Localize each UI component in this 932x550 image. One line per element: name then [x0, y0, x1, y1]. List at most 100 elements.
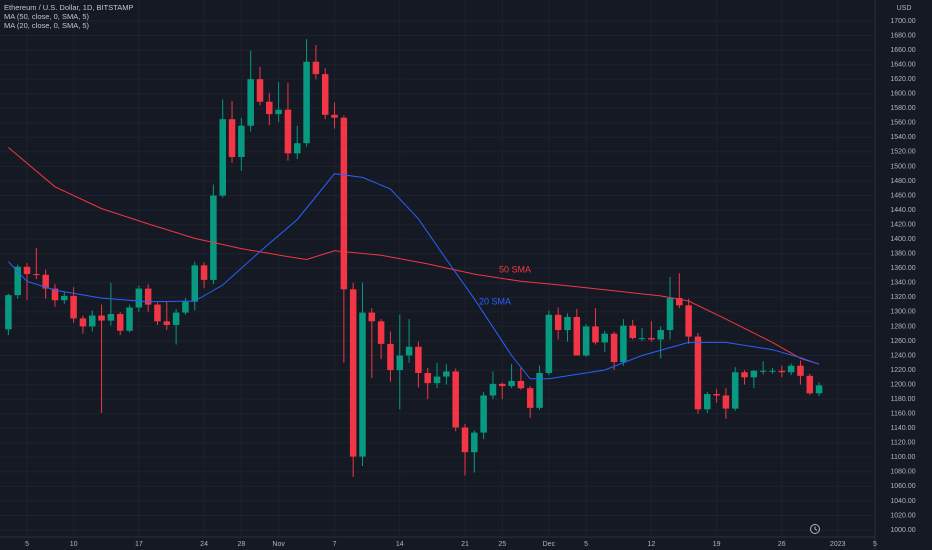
x-tick-label: 5 — [584, 541, 588, 548]
x-tick-label: 5 — [25, 541, 29, 548]
y-tick-label: 1120.00 — [891, 440, 916, 447]
y-tick-label: 1260.00 — [890, 338, 915, 345]
candle-body — [405, 346, 413, 356]
y-tick-label: 1540.00 — [890, 134, 915, 141]
y-tick-label: 1640.00 — [890, 61, 915, 68]
x-tick-label: 14 — [396, 541, 404, 548]
candle-body — [704, 394, 711, 410]
candle-body — [629, 325, 636, 339]
candle-body — [731, 372, 739, 409]
candle-body — [182, 301, 189, 313]
y-tick-label: 1060.00 — [890, 483, 915, 490]
candle-body — [741, 372, 748, 378]
candle-body — [415, 346, 422, 373]
candle-body — [676, 298, 683, 306]
candle-body — [499, 383, 506, 387]
candle-body — [517, 380, 525, 389]
candle-body — [657, 330, 664, 340]
candle-body — [256, 79, 264, 102]
candle-body — [70, 295, 77, 319]
y-tick-label: 1620.00 — [890, 76, 915, 83]
candle-body — [592, 326, 599, 343]
candle-body — [526, 388, 534, 408]
candle-body — [694, 336, 702, 410]
candle-body — [349, 289, 357, 457]
currency-label: USD — [897, 5, 912, 12]
x-tick-label: 28 — [237, 541, 245, 548]
candle-body — [396, 355, 404, 371]
candle-body — [750, 370, 758, 378]
y-tick-label: 1480.00 — [890, 178, 915, 185]
candle-body — [806, 375, 814, 394]
candle-body — [303, 61, 310, 144]
y-tick-label: 1500.00 — [890, 163, 915, 170]
candle-body — [545, 314, 553, 373]
candle-body — [191, 265, 199, 302]
y-tick-label: 1340.00 — [890, 280, 915, 287]
y-tick-label: 1420.00 — [890, 221, 915, 228]
x-tick-label: 5 — [873, 541, 877, 548]
y-tick-label: 1200.00 — [890, 381, 915, 388]
y-tick-label: 1460.00 — [890, 192, 915, 199]
candle-body — [722, 395, 730, 409]
y-tick-label: 1220.00 — [890, 367, 915, 374]
candle-body — [480, 395, 487, 433]
candle-body — [61, 295, 68, 301]
candle-body — [685, 305, 692, 337]
candle-body — [713, 394, 720, 396]
candle-body — [759, 370, 767, 372]
candle-body — [340, 117, 348, 290]
y-tick-label: 1140.00 — [891, 425, 916, 432]
candle-body — [797, 365, 804, 376]
y-tick-label: 1380.00 — [890, 251, 915, 258]
x-tick-label: Nov — [272, 541, 285, 548]
candle-body — [312, 61, 320, 75]
candle-body — [582, 326, 590, 356]
candle-body — [98, 315, 105, 321]
y-tick-label: 1580.00 — [890, 105, 915, 112]
candle-body — [787, 365, 795, 373]
y-tick-label: 1600.00 — [890, 91, 915, 98]
candle-body — [107, 314, 115, 321]
candle-body — [564, 316, 571, 331]
x-tick-label: 2023 — [830, 541, 846, 548]
y-tick-label: 1660.00 — [890, 47, 915, 54]
candle-body — [247, 79, 254, 126]
candle-body — [433, 376, 441, 384]
x-tick-label: 24 — [200, 541, 208, 548]
candle-body — [238, 125, 245, 157]
candle-body — [368, 312, 376, 322]
candle-body — [284, 109, 292, 154]
x-tick-label: 25 — [498, 541, 506, 548]
candle-body — [769, 370, 776, 372]
plot — [5, 39, 823, 477]
sma-label: 50 SMA — [499, 264, 531, 274]
candle-body — [461, 427, 469, 453]
candle-body — [116, 314, 124, 331]
candle-body — [620, 325, 627, 363]
clock-icon — [810, 524, 820, 534]
y-tick-label: 1180.00 — [891, 396, 916, 403]
candle-body — [489, 383, 497, 396]
sma-label: 20 SMA — [479, 296, 511, 306]
candle-body — [266, 101, 273, 115]
y-tick-label: 1400.00 — [890, 236, 915, 243]
y-tick-label: 1520.00 — [890, 149, 915, 156]
candle-body — [815, 385, 823, 394]
candle-body — [275, 109, 282, 115]
y-tick-label: 1240.00 — [890, 352, 915, 359]
candle-body — [666, 298, 674, 331]
candle-body — [648, 338, 655, 340]
y-tick-label: 1040.00 — [890, 498, 915, 505]
candle-body — [778, 370, 786, 373]
candle-body — [14, 266, 21, 296]
candle-body — [331, 114, 338, 118]
candle-body — [508, 380, 515, 387]
candle-body — [210, 195, 217, 280]
candle-body — [554, 314, 562, 331]
y-tick-label: 1700.00 — [890, 18, 915, 25]
candle-body — [359, 312, 366, 457]
y-tick-label: 1320.00 — [890, 294, 915, 301]
y-tick-label: 1080.00 — [890, 469, 915, 476]
